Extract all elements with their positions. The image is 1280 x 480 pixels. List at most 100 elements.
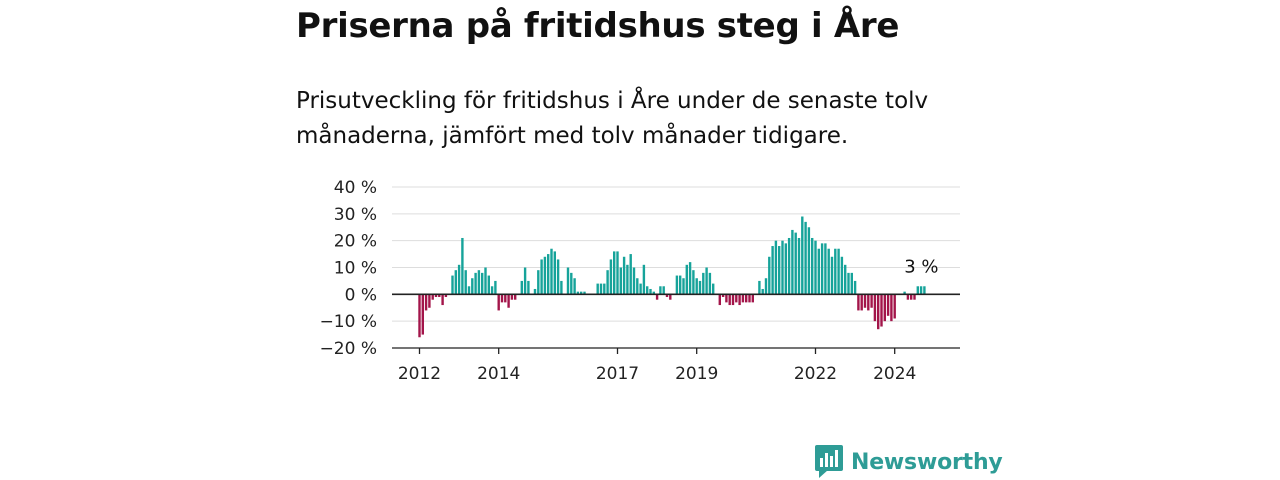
bar bbox=[797, 237, 801, 295]
bar bbox=[514, 294, 517, 300]
y-tick-label: 30 % bbox=[334, 205, 377, 225]
bar bbox=[454, 270, 457, 295]
bar bbox=[669, 294, 672, 300]
y-tick-label: −20 % bbox=[320, 339, 377, 359]
bar bbox=[781, 240, 784, 295]
bar bbox=[527, 280, 530, 295]
bar bbox=[695, 278, 698, 295]
bar bbox=[543, 256, 547, 295]
bar bbox=[880, 294, 883, 327]
bar bbox=[540, 259, 543, 295]
bar bbox=[596, 283, 599, 295]
bar bbox=[428, 294, 431, 308]
bar bbox=[646, 286, 649, 295]
bar bbox=[893, 294, 896, 319]
bar bbox=[418, 294, 421, 338]
bar bbox=[712, 283, 715, 295]
bar bbox=[523, 267, 527, 295]
bar bbox=[873, 294, 877, 322]
bar bbox=[913, 294, 916, 300]
bar bbox=[824, 243, 827, 295]
bar bbox=[424, 294, 428, 311]
bar bbox=[702, 272, 705, 295]
bar bbox=[451, 275, 454, 295]
bar bbox=[698, 280, 702, 295]
bar bbox=[507, 294, 510, 308]
bar bbox=[497, 294, 500, 311]
bar bbox=[758, 280, 761, 295]
bar bbox=[573, 278, 576, 295]
bar bbox=[576, 291, 580, 295]
bar bbox=[688, 262, 692, 295]
bar bbox=[745, 294, 748, 303]
bar bbox=[547, 254, 550, 295]
x-tick-label: 2014 bbox=[477, 364, 520, 384]
bar-chart: 40 %30 %20 %10 %0 %−10 %−20 % 2012 2014 20… bbox=[320, 178, 960, 384]
bar bbox=[820, 243, 824, 295]
bar bbox=[580, 291, 583, 295]
bar bbox=[616, 251, 619, 295]
bar bbox=[639, 283, 642, 295]
bar bbox=[685, 264, 688, 295]
y-tick-label: 20 % bbox=[334, 232, 377, 252]
bar bbox=[787, 237, 791, 295]
bar bbox=[606, 270, 609, 295]
bar bbox=[768, 256, 771, 295]
bar bbox=[761, 288, 764, 295]
bar bbox=[692, 270, 695, 295]
bar bbox=[444, 294, 448, 298]
bar bbox=[853, 280, 857, 295]
bar bbox=[811, 237, 814, 295]
y-tick-label: 10 % bbox=[334, 259, 377, 279]
bar bbox=[461, 237, 464, 295]
bar bbox=[556, 259, 560, 295]
bar bbox=[504, 294, 507, 303]
bar bbox=[619, 267, 622, 295]
bar bbox=[923, 286, 926, 295]
bar bbox=[622, 256, 626, 295]
brand-logo[interactable]: Newsworthy bbox=[815, 444, 1003, 480]
bar bbox=[867, 294, 870, 311]
bar bbox=[725, 294, 728, 303]
bar bbox=[903, 291, 906, 295]
bar bbox=[464, 270, 467, 295]
bar bbox=[804, 221, 807, 295]
bar bbox=[827, 248, 830, 295]
bar bbox=[784, 243, 787, 295]
bar bbox=[642, 264, 646, 295]
bar bbox=[550, 248, 553, 295]
bar-chart-speech-bubble-icon bbox=[815, 445, 843, 478]
bar bbox=[705, 267, 708, 295]
bar bbox=[738, 294, 741, 306]
bar bbox=[679, 275, 682, 295]
bar bbox=[735, 294, 738, 303]
bar bbox=[441, 294, 444, 306]
bar bbox=[494, 280, 497, 295]
bar bbox=[731, 294, 735, 306]
bar bbox=[801, 216, 804, 295]
bar bbox=[533, 288, 537, 295]
bar bbox=[484, 267, 487, 295]
bar bbox=[814, 240, 817, 295]
bar bbox=[774, 240, 778, 295]
gridlines bbox=[392, 186, 960, 349]
bar bbox=[438, 294, 441, 298]
x-tick-label: 2019 bbox=[675, 364, 718, 384]
bar bbox=[794, 232, 797, 295]
bar bbox=[490, 286, 494, 295]
bar bbox=[665, 294, 669, 298]
y-tick-label: 40 % bbox=[334, 178, 377, 198]
bar bbox=[910, 294, 913, 300]
bar bbox=[919, 286, 923, 295]
bar bbox=[560, 280, 563, 295]
bar bbox=[751, 294, 754, 303]
bar bbox=[632, 267, 636, 295]
bar bbox=[771, 246, 774, 295]
y-axis-labels: 40 % 30 % 20 % 10 % 0 % −10 % −20 % bbox=[320, 178, 377, 359]
chart-subtitle: Prisutveckling för fritidshus i Åre unde… bbox=[296, 88, 929, 149]
bar bbox=[708, 272, 712, 295]
bar bbox=[791, 229, 794, 295]
x-axis-ticks: 2012 2014 2017 2019 2022 2024 bbox=[398, 348, 916, 384]
bar bbox=[675, 275, 679, 295]
bar bbox=[636, 278, 639, 295]
